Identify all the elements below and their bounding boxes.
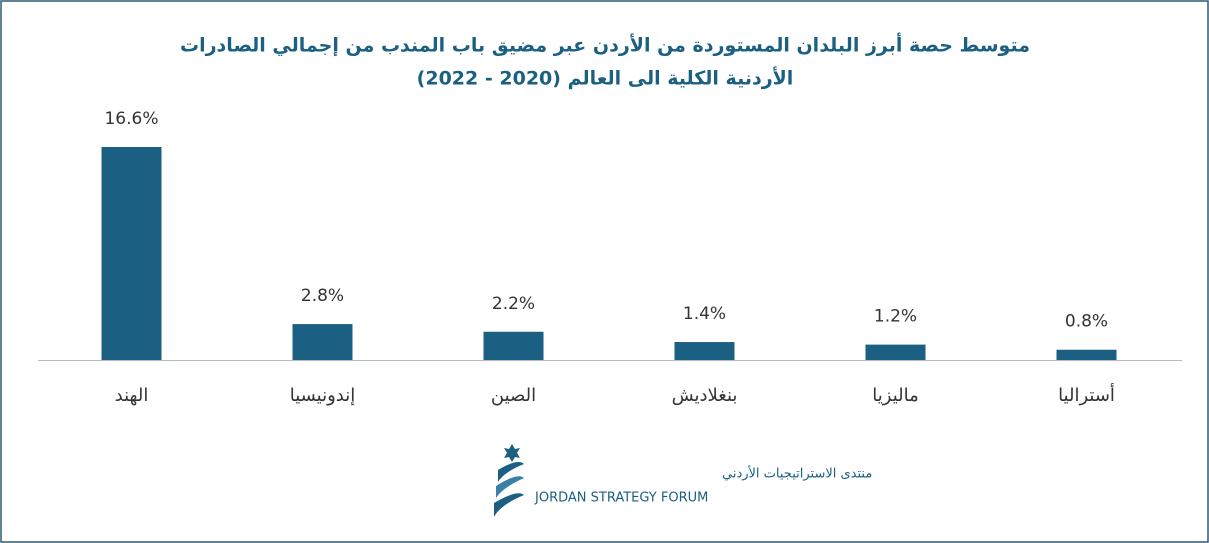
chart-title: متوسط حصة أبرز البلدان المستوردة من الأر… [180, 33, 1030, 57]
x-tick-label: ماليزيا [872, 385, 918, 406]
value-label: 0.8% [1065, 312, 1108, 332]
value-label: 2.2% [492, 294, 535, 314]
bar [101, 147, 162, 360]
logo-shape [494, 493, 524, 517]
logo-star [504, 444, 520, 462]
value-label: 1.2% [874, 307, 917, 327]
bar [483, 331, 544, 360]
x-tick-label: الهند [115, 385, 149, 406]
bar [674, 342, 735, 360]
bar [865, 344, 926, 360]
logo: منتدى الاستراتيجيات الأردني JORDAN STRAT… [494, 444, 872, 517]
value-label: 16.6% [104, 109, 158, 129]
x-tick-label: إندونيسيا [290, 385, 356, 406]
logo-shape [498, 462, 524, 482]
bar [1056, 349, 1117, 360]
value-label: 2.8% [301, 286, 344, 306]
logo-english: JORDAN STRATEGY FORUM [534, 491, 708, 506]
logo-arabic: منتدى الاستراتيجيات الأردني [722, 465, 872, 482]
chart-title: الأردنية الكلية الى العالم (2020 - 2022) [417, 67, 794, 90]
x-tick-label: الصين [491, 385, 536, 406]
value-label: 1.4% [683, 304, 726, 324]
x-tick-label: بنغلاديش [672, 385, 738, 406]
logo-shape [496, 476, 524, 498]
x-tick-label: أستراليا [1058, 383, 1115, 406]
bar [292, 324, 353, 360]
